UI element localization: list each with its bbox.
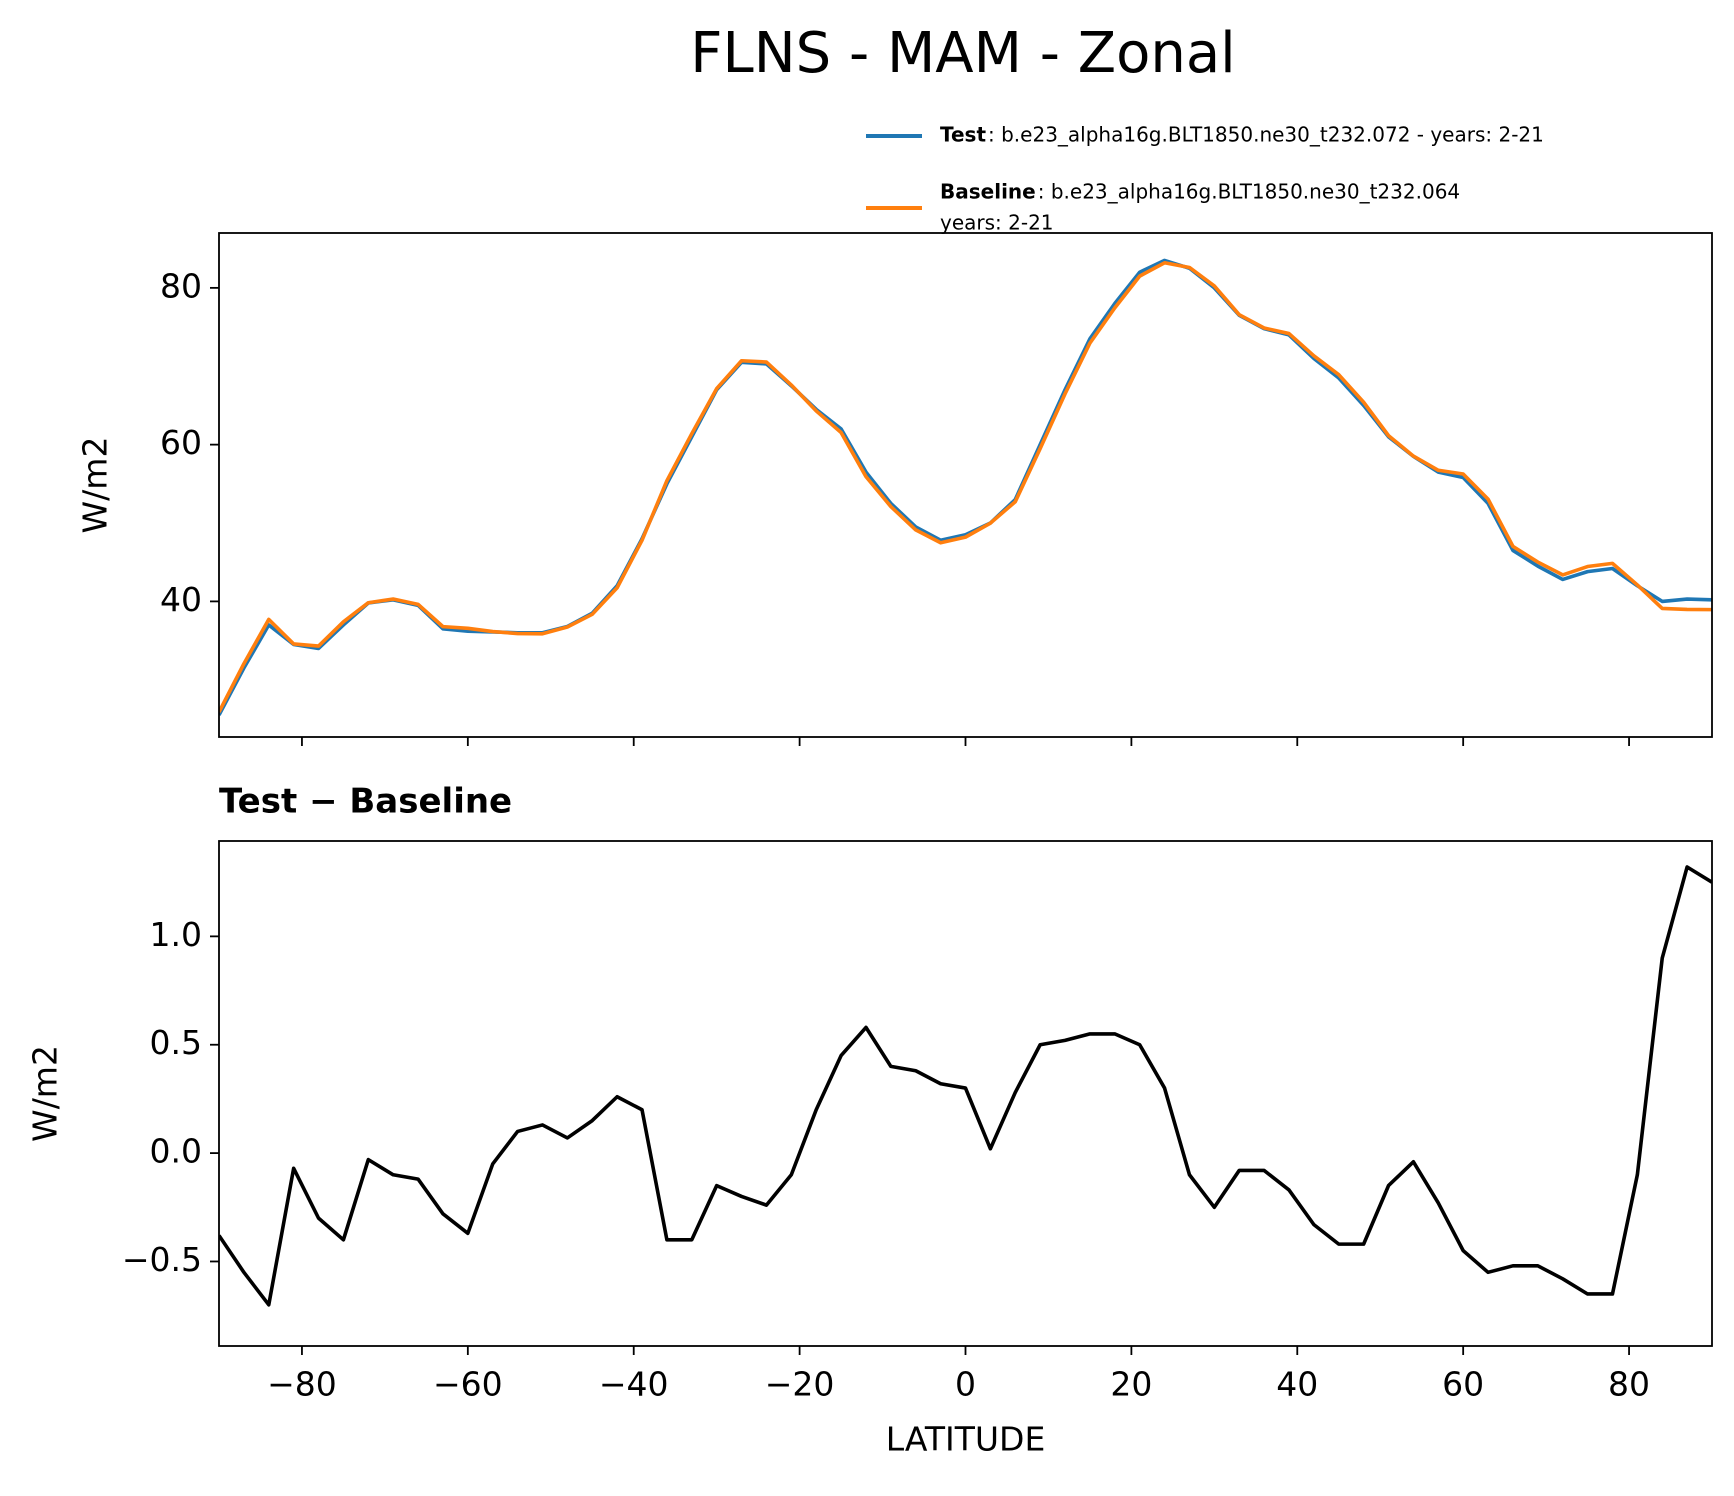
data-line bbox=[219, 865, 1712, 1307]
x-tick-label: −20 bbox=[765, 1365, 835, 1404]
y-tick-label: −0.5 bbox=[122, 1240, 202, 1279]
y-tick-label: 0.5 bbox=[150, 1023, 202, 1062]
x-tick-label: −40 bbox=[599, 1365, 669, 1404]
y-tick-label: 80 bbox=[160, 266, 202, 305]
legend-label: : b.e23_alpha16g.BLT1850.ne30_t232.072 -… bbox=[988, 123, 1544, 147]
y-axis-label: W/m2 bbox=[76, 437, 115, 534]
x-tick-label: 0 bbox=[955, 1365, 976, 1404]
plot-frame bbox=[218, 232, 1713, 738]
legend-label: years: 2-21 bbox=[940, 211, 1054, 235]
y-axis-label: W/m2 bbox=[26, 1045, 65, 1142]
legend-label: : b.e23_alpha16g.BLT1850.ne30_t232.064 bbox=[1038, 180, 1460, 204]
legend-name: Baseline bbox=[940, 180, 1036, 204]
data-line bbox=[219, 260, 1712, 713]
plot-frame bbox=[218, 840, 1713, 1347]
x-tick-label: 40 bbox=[1276, 1365, 1318, 1404]
x-tick-label: 60 bbox=[1442, 1365, 1484, 1404]
data-line bbox=[219, 258, 1712, 716]
y-tick-label: 0.0 bbox=[150, 1132, 202, 1171]
y-tick-label: 60 bbox=[160, 423, 202, 462]
x-tick-label: 80 bbox=[1608, 1365, 1650, 1404]
y-tick-label: 40 bbox=[160, 580, 202, 619]
x-axis-label: LATITUDE bbox=[886, 1420, 1046, 1459]
figure-title: FLNS - MAM - Zonal bbox=[690, 21, 1235, 86]
x-tick-label: 20 bbox=[1110, 1365, 1152, 1404]
y-tick-label: 1.0 bbox=[150, 915, 202, 954]
x-tick-label: −60 bbox=[433, 1365, 503, 1404]
panel-title: Test − Baseline bbox=[219, 782, 512, 822]
legend-name: Test bbox=[940, 123, 986, 147]
x-tick-label: −80 bbox=[267, 1365, 337, 1404]
